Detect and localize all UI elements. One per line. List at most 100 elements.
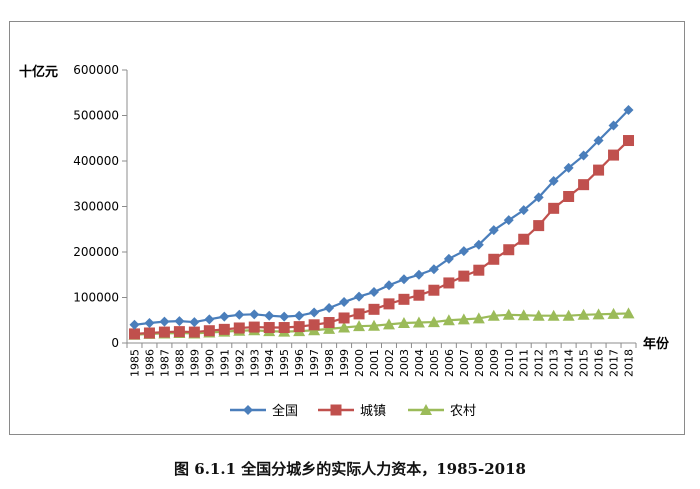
x-tick-label: 2002 — [383, 349, 396, 377]
data-point — [487, 309, 500, 321]
data-point — [339, 297, 350, 308]
data-point — [249, 309, 260, 320]
data-point — [219, 311, 230, 322]
x-tick-label: 2007 — [458, 349, 471, 377]
data-point — [324, 302, 335, 313]
chart-frame — [9, 21, 685, 435]
x-tick-label: 2012 — [533, 349, 546, 377]
data-point — [503, 244, 515, 256]
series-line — [134, 312, 629, 336]
data-point — [592, 308, 605, 320]
data-point — [293, 321, 305, 333]
data-point — [593, 164, 605, 176]
x-tick-label: 2008 — [473, 349, 486, 377]
x-tick-label: 1992 — [233, 349, 246, 377]
data-point — [548, 176, 559, 187]
data-point — [413, 289, 425, 301]
data-point — [189, 317, 200, 328]
data-point — [398, 274, 409, 285]
data-point — [442, 314, 455, 326]
x-tick-label: 2004 — [413, 349, 426, 377]
series-line — [134, 109, 630, 326]
data-point — [129, 319, 140, 330]
data-point — [517, 309, 530, 321]
data-point — [354, 291, 365, 302]
y-tick-label: 0 — [111, 336, 119, 350]
x-tick-label: 2013 — [548, 349, 561, 377]
x-tick-label: 1991 — [218, 349, 231, 377]
x-tick-label: 1996 — [293, 349, 306, 377]
figure-caption: 图 6.1.1 全国分城乡的实际人力资本，1985-2018 — [174, 460, 526, 478]
y-tick-label: 400000 — [73, 154, 119, 168]
legend-item: 农村 — [408, 404, 476, 419]
data-point — [578, 150, 589, 161]
x-tick-label: 2006 — [443, 349, 456, 377]
legend-label: 农村 — [450, 404, 476, 419]
x-tick-label: 2010 — [503, 349, 516, 377]
data-point — [158, 326, 170, 338]
x-tick-label: 2011 — [518, 349, 531, 377]
x-tick-label: 1989 — [188, 349, 201, 377]
data-point — [443, 253, 454, 264]
data-point — [369, 287, 380, 298]
x-tick-label: 2014 — [563, 349, 576, 377]
data-point — [593, 135, 604, 146]
data-point — [622, 307, 635, 319]
y-tick-label: 100000 — [73, 291, 119, 305]
x-tick-label: 1995 — [278, 349, 291, 377]
x-tick-label: 1988 — [173, 349, 186, 377]
data-point — [383, 280, 394, 291]
data-point — [204, 314, 215, 325]
series-line — [134, 139, 630, 335]
data-point — [234, 309, 245, 320]
data-point — [473, 264, 485, 276]
data-point — [173, 326, 185, 338]
data-point — [428, 284, 440, 296]
data-point — [623, 135, 635, 147]
data-point — [472, 312, 485, 324]
series-layer — [128, 105, 635, 340]
data-point — [533, 220, 545, 232]
data-point — [397, 316, 410, 328]
data-point — [607, 307, 620, 319]
data-point — [143, 327, 155, 339]
data-point — [488, 253, 500, 265]
data-point — [309, 307, 320, 318]
data-point — [243, 405, 253, 415]
data-point — [368, 303, 380, 315]
y-tick-label: 600000 — [73, 63, 119, 77]
data-point — [420, 404, 432, 415]
y-tick-label: 300000 — [73, 200, 119, 214]
data-point — [353, 308, 365, 320]
series-national — [129, 105, 634, 330]
series-urban — [128, 135, 635, 340]
data-point — [623, 105, 634, 116]
x-tick-label: 1986 — [143, 349, 156, 377]
data-point — [563, 162, 574, 173]
data-point — [248, 321, 260, 333]
data-point — [563, 190, 575, 202]
data-point — [427, 316, 440, 328]
x-tick-label: 1990 — [203, 349, 216, 377]
axes: 0 100000 200000 300000 400000 500000 600000 198… — [73, 63, 637, 377]
x-tick-label: 2017 — [608, 349, 621, 377]
data-point — [233, 322, 245, 334]
x-tick-label: 2005 — [428, 349, 441, 377]
data-point — [608, 149, 620, 161]
data-point — [294, 310, 305, 321]
x-tick-label: 2001 — [368, 349, 381, 377]
data-point — [577, 308, 590, 320]
data-point — [188, 326, 200, 338]
data-point — [264, 310, 275, 321]
legend-item: 城镇 — [318, 404, 386, 419]
data-point — [382, 318, 395, 330]
legend-label: 全国 — [272, 403, 298, 419]
data-point — [128, 328, 140, 340]
data-point — [174, 316, 185, 327]
data-point — [278, 322, 290, 334]
data-point — [502, 308, 515, 320]
x-tick-label: 1998 — [323, 349, 336, 377]
data-point — [308, 319, 320, 331]
data-point — [368, 319, 381, 331]
data-point — [532, 309, 545, 321]
